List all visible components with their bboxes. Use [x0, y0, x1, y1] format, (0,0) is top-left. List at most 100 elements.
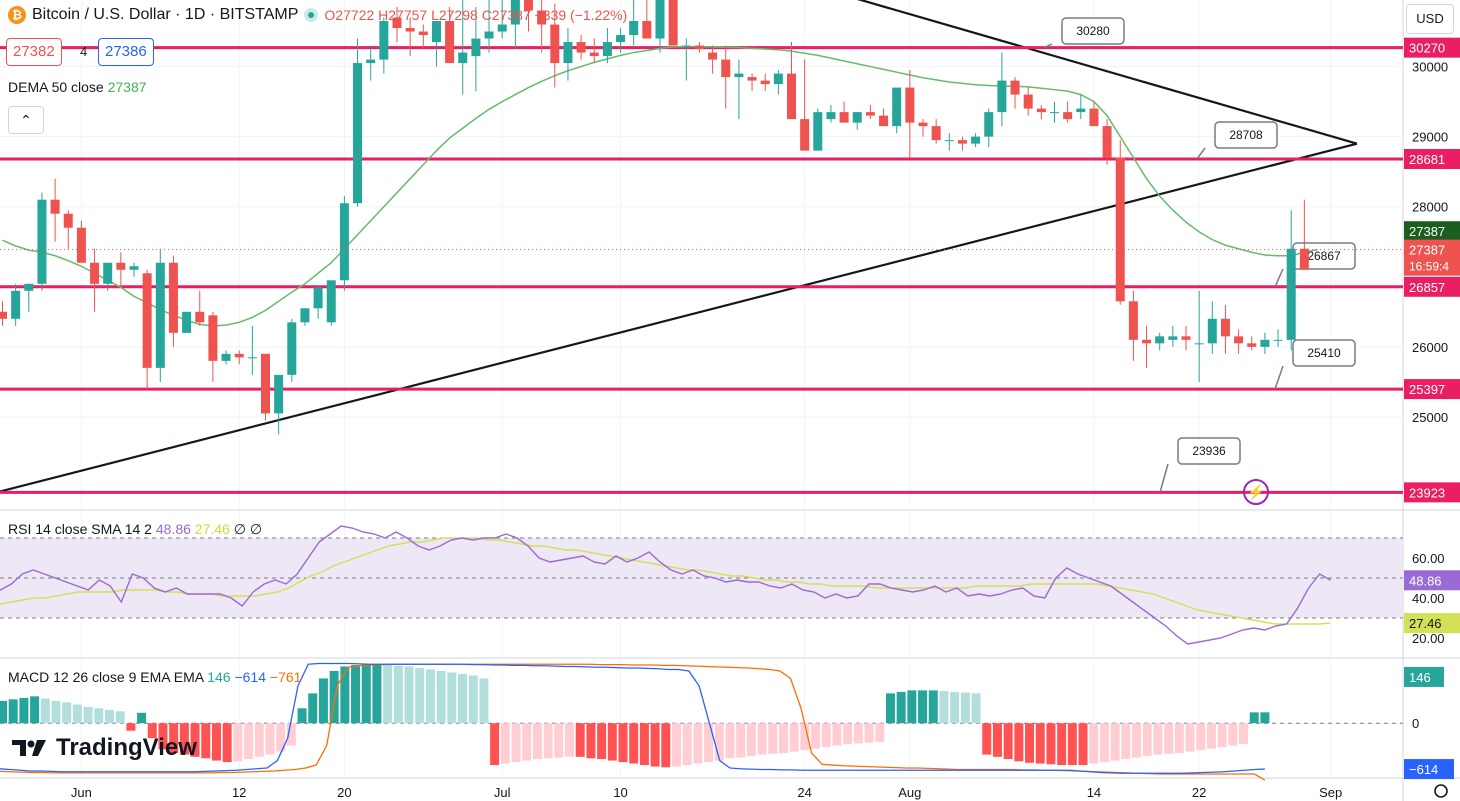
rsi-axis-tag	[1404, 570, 1460, 591]
candle-body	[892, 87, 902, 127]
macd-histogram-bar	[843, 723, 853, 745]
candle-body	[182, 311, 192, 333]
macd-histogram-bar	[982, 723, 992, 755]
candle-body	[931, 126, 941, 141]
candle-body	[1076, 108, 1086, 113]
level-axis-label: 30270	[1409, 41, 1445, 56]
candle-body	[326, 280, 336, 323]
candle-body	[602, 42, 612, 57]
candle-body	[747, 77, 757, 81]
settings-icon	[1434, 784, 1448, 798]
macd-histogram-bar	[671, 723, 681, 767]
dema-axis-tag	[1404, 221, 1460, 242]
rsi-sma-axis-tag	[1404, 613, 1460, 634]
symbol-header[interactable]: ₿ Bitcoin / U.S. Dollar · 1D · BITSTAMP …	[8, 6, 627, 24]
macd-legend[interactable]: MACD 12 26 close 9 EMA EMA 146 −614 −761	[8, 669, 301, 685]
macd-histogram-bar	[340, 666, 350, 724]
x-tick-label: 14	[1087, 785, 1101, 800]
macd-histogram-bar	[72, 704, 82, 724]
level-callout	[1214, 121, 1278, 149]
macd-histogram-bar	[244, 723, 254, 760]
macd-histogram-bar	[500, 723, 510, 764]
macd-histogram-bar	[607, 723, 617, 761]
macd-histogram-bar	[1196, 723, 1206, 751]
candle-body	[826, 112, 836, 120]
candle-body	[1023, 94, 1033, 109]
candle-body	[984, 112, 994, 137]
macd-histogram-bar	[629, 723, 639, 764]
candle-body	[37, 199, 47, 284]
high-value: H27757	[378, 7, 428, 23]
x-tick-label: 24	[797, 785, 811, 800]
candle-body	[839, 112, 849, 123]
candle-body	[655, 0, 665, 39]
macd-histogram-bar	[736, 723, 746, 758]
rsi-value: 48.86	[155, 521, 191, 537]
currency-button[interactable]: USD	[1406, 4, 1454, 34]
macd-histogram-bar	[1206, 723, 1216, 749]
macd-histogram-bar	[436, 670, 446, 724]
macd-histogram-bar	[597, 723, 607, 760]
macd-histogram-bar	[811, 723, 821, 749]
macd-histogram-bar	[757, 723, 767, 755]
candle-body	[445, 21, 455, 64]
macd-histogram-bar	[179, 723, 189, 755]
candle-body	[418, 31, 428, 36]
macd-histogram-bar	[950, 691, 960, 724]
x-tick-label: 22	[1192, 785, 1206, 800]
candle-body	[694, 45, 704, 50]
macd-histogram-bar	[725, 723, 735, 759]
macd-histogram-bar	[586, 723, 596, 759]
macd-tick-label: 0	[1412, 716, 1419, 731]
macd-histogram-bar	[896, 691, 906, 724]
macd-histogram-bar	[19, 697, 29, 724]
level-callout-label: 25410	[1307, 346, 1341, 360]
macd-histogram-bar	[522, 723, 532, 761]
macd-histogram-bar	[1067, 723, 1077, 766]
candle-body	[1155, 336, 1165, 344]
macd-histogram-bar	[361, 664, 371, 724]
candle-body	[274, 374, 284, 414]
candle-body	[563, 42, 573, 64]
candle-body	[353, 63, 363, 204]
macd-histogram-bar	[265, 723, 275, 755]
rsi-tick-label: 20.00	[1412, 631, 1445, 646]
macd-histogram-bar	[1014, 723, 1024, 762]
rsi-line	[0, 525, 1331, 645]
dema-value: 27387	[107, 79, 147, 95]
dema-label: DEMA 50 close	[8, 79, 104, 95]
candle-body	[116, 262, 126, 270]
level-axis-tag	[1404, 276, 1460, 297]
open-value: O27722	[324, 7, 375, 23]
symbol-title[interactable]: Bitcoin / U.S. Dollar · 1D · BITSTAMP	[32, 6, 299, 23]
candle-body	[1102, 126, 1112, 158]
macd-histogram-bar	[201, 723, 211, 759]
macd-histogram-bar	[885, 693, 895, 724]
macd-histogram-bar	[286, 723, 296, 746]
tradingview-logo-mark	[12, 740, 46, 756]
alert-lightning-icon[interactable]: ⚡	[1243, 479, 1269, 505]
buy-price-button[interactable]: 27386	[98, 38, 154, 66]
candle-body	[1194, 343, 1204, 345]
rsi-tick-label: 40.00	[1412, 591, 1445, 606]
collapse-legend-button[interactable]: ⌃	[8, 106, 44, 134]
y-tick-label: 30000	[1412, 60, 1448, 75]
candle-body	[787, 73, 796, 120]
macd-histogram-bar	[1035, 723, 1045, 764]
macd-histogram-bar	[907, 690, 917, 724]
candle-body	[195, 311, 205, 323]
rsi-legend[interactable]: RSI 14 close SMA 14 2 48.86 27.46 ∅ ∅	[8, 521, 262, 538]
candle-body	[1273, 339, 1283, 341]
y-tick-label: 25000	[1412, 410, 1448, 425]
dema-legend[interactable]: DEMA 50 close 27387	[8, 79, 147, 95]
candle-body	[708, 52, 718, 60]
macd-histogram-bar	[318, 678, 328, 724]
sell-price-button[interactable]: 27382	[6, 38, 62, 66]
candle-body	[865, 112, 875, 116]
macd-histogram-bar	[383, 664, 393, 724]
level-axis-tag	[1404, 379, 1460, 400]
candle-body	[247, 357, 257, 359]
candle-body	[510, 0, 520, 25]
